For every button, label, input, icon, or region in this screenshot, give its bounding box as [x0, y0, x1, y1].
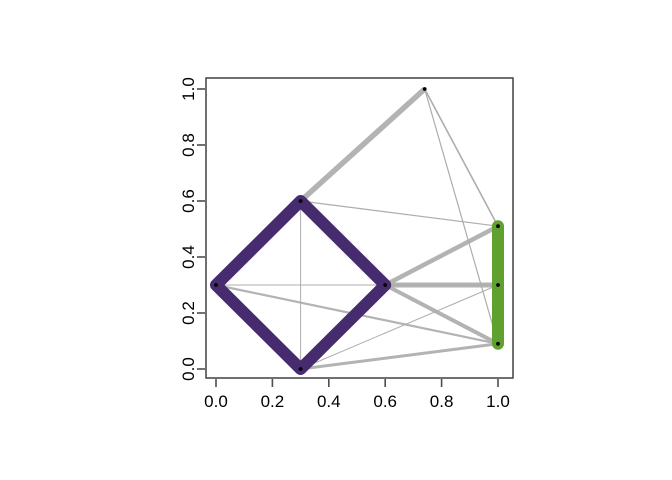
x-axis-tick-label: 0.6 [373, 392, 397, 411]
y-axis-tick-label: 0.8 [179, 133, 198, 157]
graph-node [383, 283, 388, 287]
graph-node [214, 283, 218, 287]
nodes-layer [214, 87, 500, 371]
y-axis-tick-label: 1.0 [179, 77, 198, 101]
x-axis-tick-label: 0.2 [261, 392, 285, 411]
graph-edge [300, 200, 499, 227]
graph-node [496, 283, 500, 287]
plot-frame [205, 77, 514, 379]
graph-edge [423, 88, 499, 227]
graph-node [422, 87, 427, 91]
edges-layer [215, 86, 500, 371]
graph-node [496, 341, 500, 346]
graph-edge [424, 88, 499, 344]
graph-edge [384, 283, 499, 346]
graph-edge [300, 284, 499, 370]
x-axis-tick-label: 0.8 [430, 392, 454, 411]
graph-node [298, 367, 303, 371]
y-axis-tick-label: 0.6 [179, 189, 198, 213]
graph-node [496, 224, 500, 229]
graph-edge [384, 224, 500, 287]
x-axis-tick-label: 0.0 [204, 392, 228, 411]
y-axis-tick-label: 0.2 [179, 301, 198, 325]
axes-layer: 0.0 0.2 0.4 0.6 0.8 1.0 0.0 0.2 0.4 0.6 0.8 1.0 [179, 77, 514, 411]
y-axis-tick-label: 0.4 [179, 245, 198, 269]
graph-edge [298, 86, 427, 204]
y-axis-tick-label: 0.0 [179, 357, 198, 381]
x-axis-tick-label: 1.0 [486, 392, 510, 411]
graph-edge [300, 342, 499, 371]
x-axis-tick-label: 0.4 [317, 392, 341, 411]
graph-node [298, 199, 303, 203]
